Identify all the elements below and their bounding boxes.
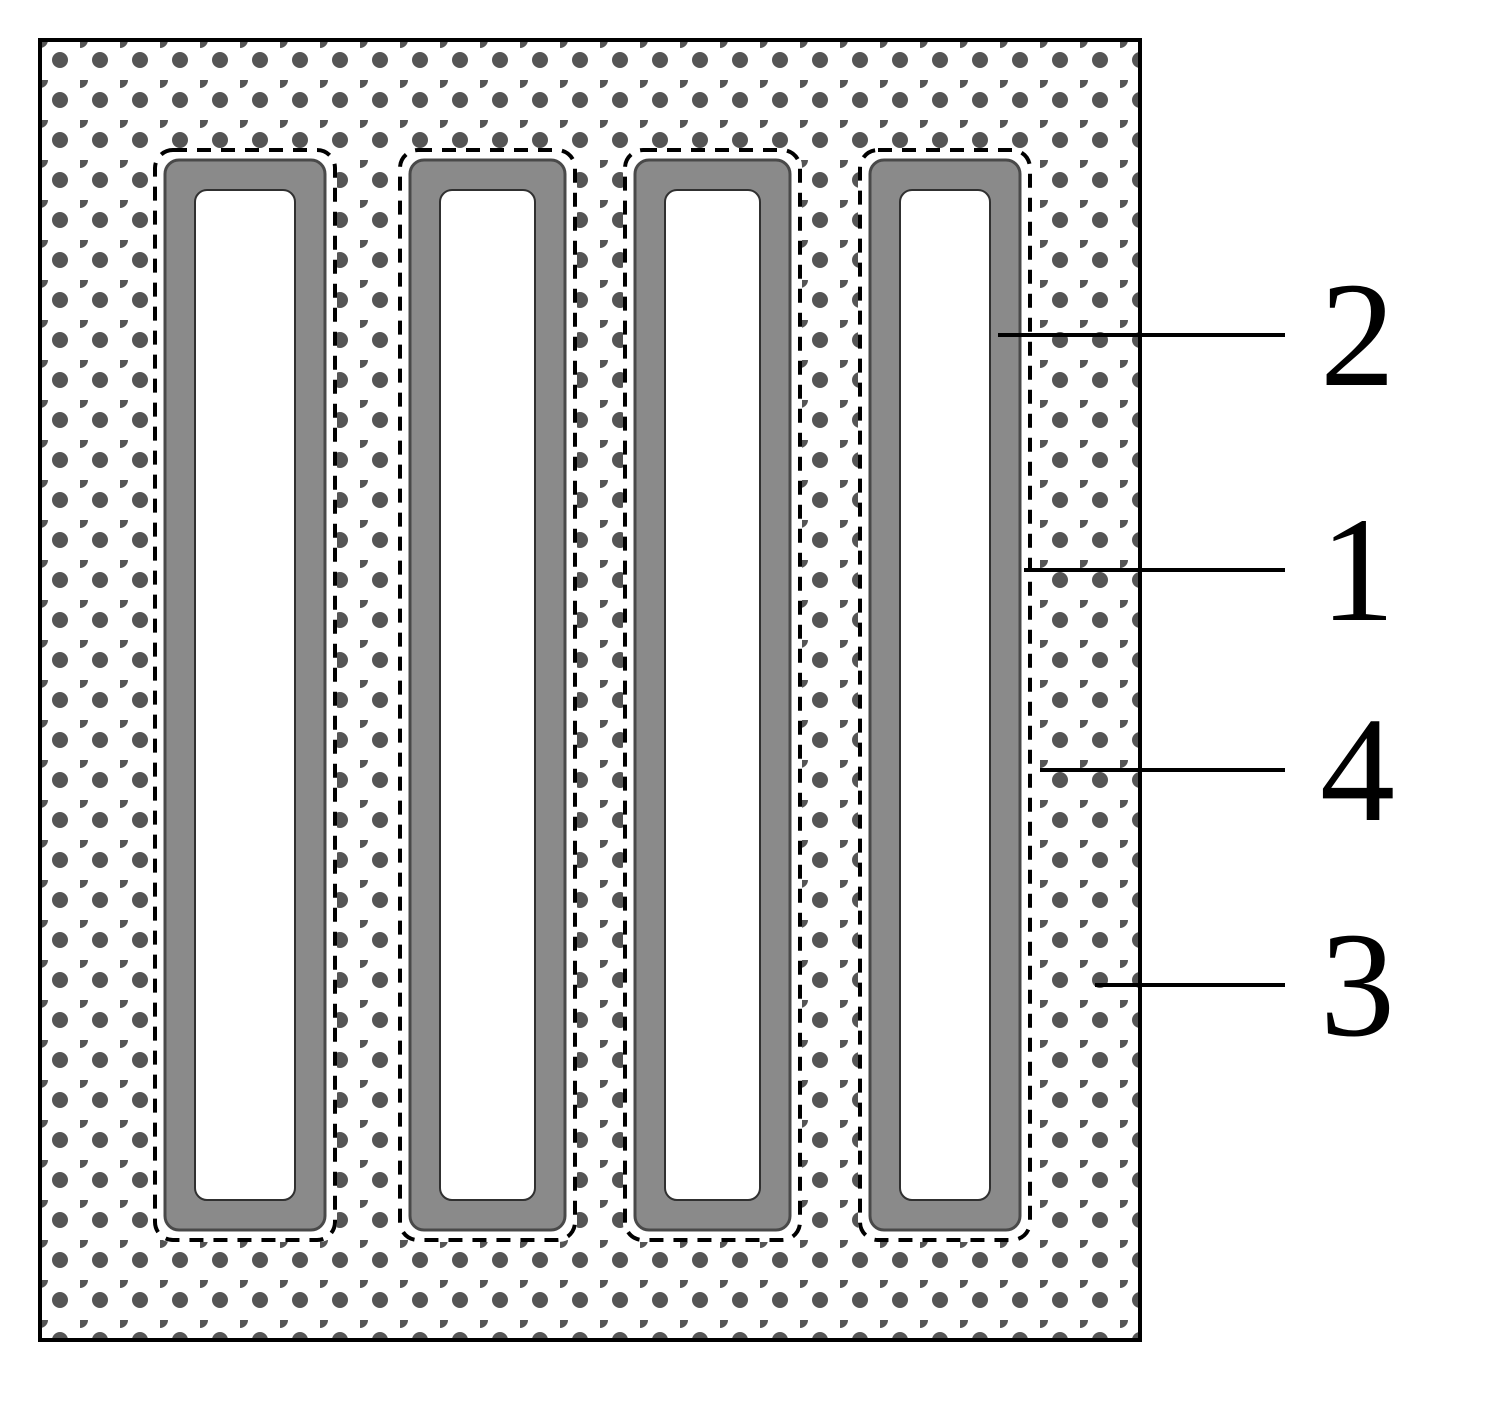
technical-diagram: 2 1 4 3 (0, 0, 1491, 1421)
annotation-label: 4 (1320, 687, 1395, 853)
bar-group-3 (623, 148, 802, 1242)
bar-group-1 (153, 148, 337, 1242)
bar-inner-slot (665, 190, 760, 1200)
bar-group-4 (858, 148, 1032, 1242)
annotation-label: 3 (1320, 902, 1395, 1068)
bar-inner-slot (900, 190, 990, 1200)
bar-inner-slot (440, 190, 535, 1200)
annotation-label: 1 (1320, 487, 1395, 653)
bar-group-2 (398, 148, 577, 1242)
annotation-label: 2 (1320, 252, 1395, 418)
bar-inner-slot (195, 190, 295, 1200)
